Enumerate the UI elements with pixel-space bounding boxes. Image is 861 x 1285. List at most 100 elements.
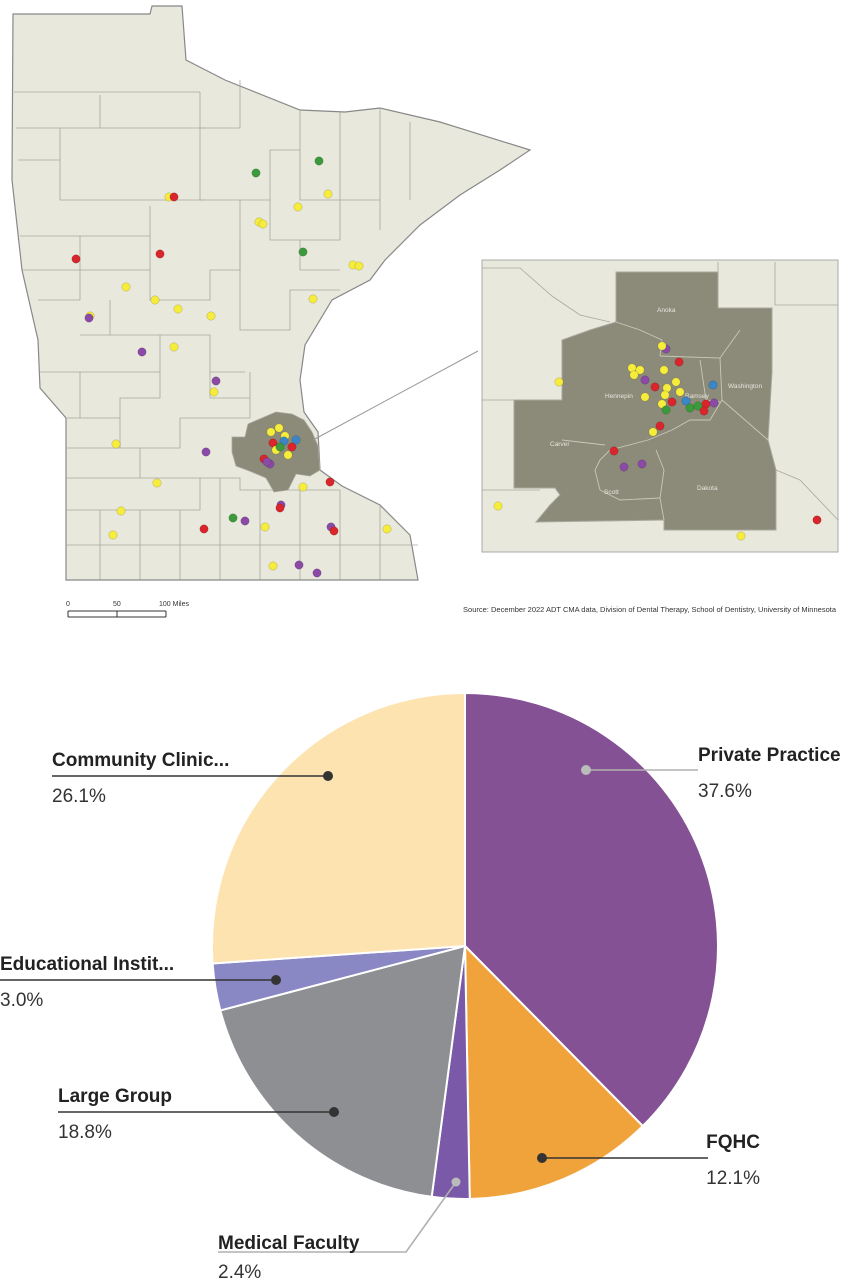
main-dots-dot-yellow-2	[323, 189, 333, 199]
main-dots-dot-yellow-40	[268, 561, 278, 571]
main-dots-dot-yellow-23	[209, 387, 219, 397]
main-dots-dot-yellow-43	[266, 427, 276, 437]
pct-medical-faculty: 2.4%	[218, 1262, 261, 1280]
inset-dots-dot-purple-29	[637, 459, 647, 469]
main-dots-dot-yellow-13	[121, 282, 131, 292]
main-dots-dot-yellow-16	[173, 304, 183, 314]
main-dots-dot-green-8	[298, 247, 308, 257]
leader-dot-private-practice	[581, 765, 591, 775]
main-dots-dot-yellow-26	[152, 478, 162, 488]
inset-dots-dot-yellow-30	[493, 501, 503, 511]
main-dots-dot-yellow-39	[382, 524, 392, 534]
main-dots-dot-blue-48	[291, 435, 301, 445]
main-dots-dot-yellow-14	[150, 295, 160, 305]
scale-tick-50: 50	[113, 601, 121, 608]
inset-label-carver: Carver	[550, 441, 570, 448]
leader-medical-faculty	[218, 1181, 457, 1253]
pct-educational: 3.0%	[0, 990, 43, 1011]
leader-dots	[271, 765, 591, 1187]
inset-dots-dot-blue-13	[708, 380, 718, 390]
inset-label-washington: Washington	[728, 383, 762, 390]
pct-fqhc: 12.1%	[706, 1168, 760, 1189]
pct-large-group: 18.8%	[58, 1122, 112, 1143]
pie-slice-fqhc	[463, 943, 645, 1200]
main-dots-dot-yellow-19	[206, 311, 216, 321]
main-dots-dot-red-4	[169, 192, 179, 202]
label-community-clinic: Community Clinic...	[52, 750, 229, 771]
map-canvas: Anoka Hennepin Ramsey Washington Carver …	[11, 5, 839, 618]
main-dots-dot-red-49	[287, 442, 297, 452]
inset-dots-dot-purple-23	[709, 398, 719, 408]
map-source: Source: December 2022 ADT CMA data, Divi…	[463, 605, 837, 614]
label-large-group: Large Group	[58, 1086, 172, 1107]
inset-dots-dot-red-18	[667, 397, 677, 407]
main-dots-dot-purple-25	[201, 447, 211, 457]
leader-dot-educational	[271, 975, 281, 985]
main-dots-dot-red-31	[199, 524, 209, 534]
main-dots-dot-yellow-30	[108, 530, 118, 540]
main-dots-dot-green-32	[228, 513, 238, 523]
county-lines	[14, 80, 418, 580]
inset-dots-dot-yellow-11	[640, 392, 650, 402]
pie-chart: Private Practice 37.6% Community Clinic.…	[0, 640, 861, 1283]
inset-dots-dot-yellow-4	[629, 370, 639, 380]
scale-bar: 0 50 100 Miles	[66, 601, 189, 618]
inset-dots-dot-red-6	[674, 357, 684, 367]
inset-dots-dot-green-20	[685, 403, 695, 413]
main-dots-dot-yellow-20	[169, 342, 179, 352]
inset-dots-dot-yellow-25	[648, 427, 658, 437]
main-dots-dot-yellow-29	[116, 506, 126, 516]
pie-canvas: Private Practice 37.6% Community Clinic.…	[0, 691, 841, 1283]
main-dots-dot-purple-41	[294, 560, 304, 570]
inset-dots-dot-yellow-15	[675, 387, 685, 397]
leader-lines	[0, 769, 708, 1253]
main-dots-dot-purple-22	[211, 376, 221, 386]
inset-dots-dot-purple-5	[640, 375, 650, 385]
pie-slice-private-practice	[464, 691, 719, 1128]
label-fqhc: FQHC	[706, 1132, 760, 1153]
inset-connector	[312, 350, 479, 441]
inset-label-dakota: Dakota	[697, 485, 718, 492]
pct-private-practice: 37.6%	[698, 781, 752, 802]
main-dots-dot-purple-21	[137, 347, 147, 357]
inset-dots-dot-yellow-7	[659, 365, 669, 375]
inset-map-dots	[493, 341, 822, 541]
inset-dots-dot-yellow-3	[635, 365, 645, 375]
main-dots-dot-yellow-44	[274, 423, 284, 433]
inset-dots-dot-yellow-16	[657, 399, 667, 409]
main-dots-dot-yellow-7	[258, 219, 268, 229]
pie-slice-large-group	[219, 944, 467, 1198]
inset-label-scott: Scott	[604, 489, 619, 496]
main-dots-dot-red-36	[275, 503, 285, 513]
inset-dots-dot-red-10	[650, 382, 660, 392]
pct-community-clinic: 26.1%	[52, 786, 106, 807]
inset-dots-dot-yellow-31	[736, 531, 746, 541]
pie-slices	[211, 691, 719, 1200]
main-dots-dot-yellow-24	[111, 439, 121, 449]
inset-dots-dot-red-24	[699, 406, 709, 416]
main-dots-dot-yellow-54	[283, 450, 293, 460]
main-dots-dot-yellow-27	[298, 482, 308, 492]
main-dots-dot-yellow-15	[308, 294, 318, 304]
main-dots-dot-yellow-12	[354, 261, 364, 271]
label-private-practice: Private Practice	[698, 745, 841, 766]
main-dots-dot-yellow-5	[293, 202, 303, 212]
inset-dots-dot-red-32	[812, 515, 822, 525]
main-dots-dot-red-38	[329, 526, 339, 536]
inset-label-ramsey: Ramsey	[685, 393, 710, 400]
leader-dot-medical-faculty	[451, 1177, 461, 1187]
main-dots-dot-purple-53	[262, 457, 272, 467]
inset-dots-dot-yellow-1	[657, 341, 667, 351]
main-dots-dot-green-0	[314, 156, 324, 166]
leader-dot-community-clinic	[323, 771, 333, 781]
leader-dot-large-group	[329, 1107, 339, 1117]
scale-tick-100: 100 Miles	[159, 601, 189, 608]
state-outline	[11, 5, 532, 581]
inset-dots-dot-purple-28	[619, 462, 629, 472]
inset-dots-dot-red-26	[655, 421, 665, 431]
main-dots-dot-blue-47	[279, 436, 289, 446]
main-dots-dot-green-1	[251, 168, 261, 178]
inset-label-hennepin: Hennepin	[605, 393, 633, 400]
main-dots-dot-yellow-34	[260, 522, 270, 532]
scale-tick-0: 0	[66, 601, 70, 608]
